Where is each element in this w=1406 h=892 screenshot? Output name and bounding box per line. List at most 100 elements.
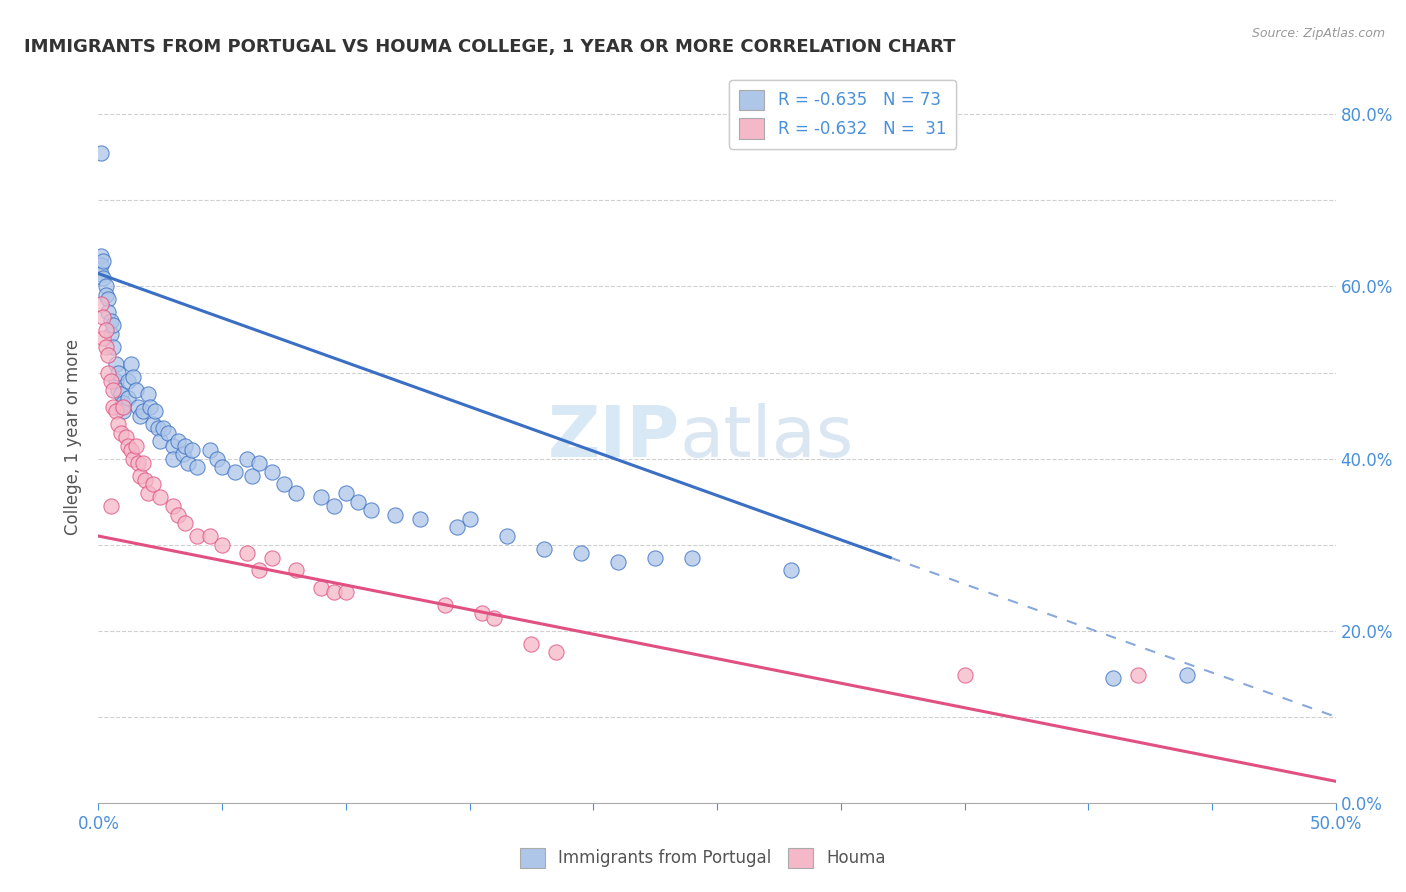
Point [953,668,976,682]
Point [90,267,112,281]
Point [93,331,115,345]
Point [134,473,156,487]
Point [107,417,129,432]
Point [93,271,115,285]
Point [322,499,344,513]
Point [107,366,129,380]
Point [124,439,146,453]
Point [174,439,197,453]
Point [132,456,155,470]
Point [117,374,139,388]
Point [309,491,332,505]
Text: atlas: atlas [681,402,855,472]
Point [162,439,184,453]
Point [172,447,194,461]
Point [94,288,117,302]
Point [122,369,145,384]
Point [260,550,283,565]
Point [117,392,139,406]
Point [309,581,332,595]
Point [520,637,543,651]
Point [360,503,382,517]
Point [127,456,149,470]
Point [569,546,592,560]
Point [104,374,127,388]
Point [127,400,149,414]
Point [93,310,115,324]
Point [174,516,197,530]
Point [90,249,112,263]
Point [1126,668,1149,682]
Point [247,564,270,578]
Point [780,564,803,578]
Point [103,383,125,397]
Point [146,421,169,435]
Point [347,494,370,508]
Text: Source: ZipAtlas.com: Source: ZipAtlas.com [1251,27,1385,40]
Point [335,486,357,500]
Point [384,508,406,522]
Point [107,383,129,397]
Point [152,421,174,435]
Point [495,529,517,543]
Point [224,465,246,479]
Point [93,253,115,268]
Point [149,491,172,505]
Legend: R = -0.635   N = 73, R = -0.632   N =  31: R = -0.635 N = 73, R = -0.632 N = 31 [730,79,956,149]
Point [142,477,165,491]
Y-axis label: College, 1 year or more: College, 1 year or more [65,339,83,535]
Point [112,400,135,414]
Point [273,477,295,491]
Point [143,404,166,418]
Point [120,357,142,371]
Point [112,404,135,418]
Point [149,434,172,449]
Point [198,442,221,457]
Point [104,404,127,418]
Point [100,499,122,513]
Point [97,366,120,380]
Point [166,434,188,449]
Point [114,430,136,444]
Point [100,374,122,388]
Point [117,439,139,453]
Point [1102,671,1125,685]
Point [198,529,221,543]
Point [94,340,117,354]
Point [103,400,125,414]
Point [156,425,179,440]
Point [136,486,159,500]
Point [260,465,283,479]
Point [103,340,125,354]
Point [335,585,357,599]
Point [471,607,494,621]
Point [136,387,159,401]
Point [681,550,703,565]
Point [166,508,188,522]
Point [1175,668,1198,682]
Point [129,409,152,423]
Point [94,279,117,293]
Point [124,383,146,397]
Point [247,456,270,470]
Point [162,451,184,466]
Point [240,468,263,483]
Point [139,400,162,414]
Point [644,550,666,565]
Point [186,460,208,475]
Point [458,512,481,526]
Point [205,451,228,466]
Point [120,442,142,457]
Point [211,538,233,552]
Point [433,598,456,612]
Point [97,348,120,362]
Point [409,512,432,526]
Point [132,404,155,418]
Point [97,293,120,307]
Point [110,387,132,401]
Point [484,611,506,625]
Point [607,555,630,569]
Point [162,499,184,513]
Point [110,400,132,414]
Point [90,296,112,310]
